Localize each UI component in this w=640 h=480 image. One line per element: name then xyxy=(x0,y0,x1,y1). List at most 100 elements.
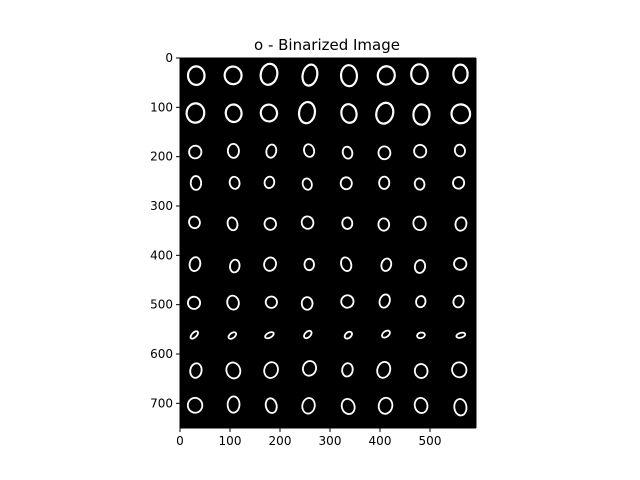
glyph-o xyxy=(303,329,313,340)
glyph-o xyxy=(413,143,428,159)
glyph-o xyxy=(343,330,353,340)
glyph-o xyxy=(228,175,241,190)
glyph-o xyxy=(452,63,469,85)
glyph-o xyxy=(381,329,391,339)
glyph-o xyxy=(378,175,391,190)
glyph-o xyxy=(264,295,278,309)
glyph-o xyxy=(263,175,276,189)
glyph-o xyxy=(264,331,275,340)
x-tick-label: 400 xyxy=(369,434,392,448)
y-tick-label: 200 xyxy=(150,150,173,164)
glyph-o xyxy=(185,102,206,124)
glyph-o xyxy=(378,293,391,309)
glyph-o xyxy=(375,101,395,125)
glyph-o xyxy=(453,143,466,158)
glyph-grid xyxy=(185,62,472,417)
y-tick-label: 600 xyxy=(150,347,173,361)
glyph-o xyxy=(226,395,241,414)
glyph-o xyxy=(376,361,392,379)
glyph-o xyxy=(263,361,279,379)
axes-frame xyxy=(179,57,477,429)
figure-title: o - Binarized Image xyxy=(254,36,400,54)
glyph-o xyxy=(453,398,468,417)
y-tick-label: 700 xyxy=(150,396,173,410)
glyph-o xyxy=(340,103,358,124)
x-tick-label: 0 xyxy=(176,434,184,448)
glyph-o xyxy=(455,331,467,339)
glyph-o xyxy=(452,176,466,190)
glyph-o xyxy=(226,142,240,159)
glyph-o xyxy=(339,176,353,191)
glyph-o xyxy=(340,397,356,415)
glyph-o xyxy=(265,143,278,159)
glyph-o xyxy=(415,295,427,309)
glyph-o xyxy=(412,103,431,126)
binarized-image xyxy=(180,58,476,428)
glyph-o xyxy=(339,64,359,88)
glyph-o xyxy=(340,294,355,309)
x-tick-label: 200 xyxy=(269,434,292,448)
y-tick-label: 500 xyxy=(150,298,173,312)
glyph-o xyxy=(300,215,315,230)
y-axis: 0 100 200 300 400 500 600 700 xyxy=(150,51,180,410)
x-tick-label: 500 xyxy=(419,434,442,448)
glyph-o xyxy=(303,257,315,272)
glyph-o xyxy=(412,215,427,232)
glyph-o xyxy=(413,259,427,274)
glyph-o xyxy=(413,363,429,379)
glyph-o xyxy=(223,65,243,86)
glyph-o xyxy=(226,294,240,311)
glyph-o xyxy=(188,144,203,160)
glyph-o xyxy=(188,215,201,230)
glyph-o xyxy=(189,175,203,191)
glyph-o xyxy=(454,216,468,232)
glyph-o xyxy=(301,63,319,87)
glyph-o xyxy=(451,361,468,379)
glyph-o xyxy=(452,294,465,309)
glyph-o xyxy=(410,63,429,86)
glyph-o xyxy=(302,360,317,377)
glyph-o xyxy=(340,256,353,272)
glyph-o xyxy=(377,145,392,161)
y-tick-label: 100 xyxy=(150,100,173,114)
glyph-o xyxy=(377,396,394,415)
glyph-o xyxy=(301,397,316,415)
glyph-o xyxy=(303,143,316,158)
glyph-o xyxy=(188,256,202,272)
glyph-o xyxy=(380,257,393,272)
glyph-o xyxy=(377,217,391,232)
glyph-o xyxy=(453,257,468,271)
glyph-o xyxy=(450,103,472,125)
x-axis: 0 100 200 300 400 500 xyxy=(176,428,441,448)
glyph-o xyxy=(413,177,426,191)
glyph-o xyxy=(229,258,241,274)
glyph-o xyxy=(341,145,354,160)
glyph-o xyxy=(264,397,278,414)
glyph-o xyxy=(301,177,313,191)
y-tick-label: 400 xyxy=(150,248,173,262)
glyph-o xyxy=(297,100,317,125)
glyph-o xyxy=(189,330,199,340)
glyph-o xyxy=(186,396,204,414)
glyph-o xyxy=(259,62,279,86)
glyph-o xyxy=(189,362,203,379)
glyph-o xyxy=(225,361,242,380)
glyph-o xyxy=(263,256,277,272)
glyph-o xyxy=(341,362,354,378)
glyph-o xyxy=(226,216,239,232)
glyph-o xyxy=(300,296,314,311)
glyph-o xyxy=(227,331,238,340)
glyph-o xyxy=(224,103,243,124)
glyph-o xyxy=(186,65,206,87)
glyph-o xyxy=(263,217,277,231)
glyph-o xyxy=(416,331,426,340)
y-tick-label: 0 xyxy=(165,51,173,65)
glyph-o xyxy=(341,216,354,230)
glyph-o xyxy=(413,396,429,414)
glyph-o xyxy=(376,65,396,86)
glyph-o xyxy=(186,295,202,310)
y-tick-label: 300 xyxy=(150,199,173,213)
x-tick-label: 100 xyxy=(219,434,242,448)
